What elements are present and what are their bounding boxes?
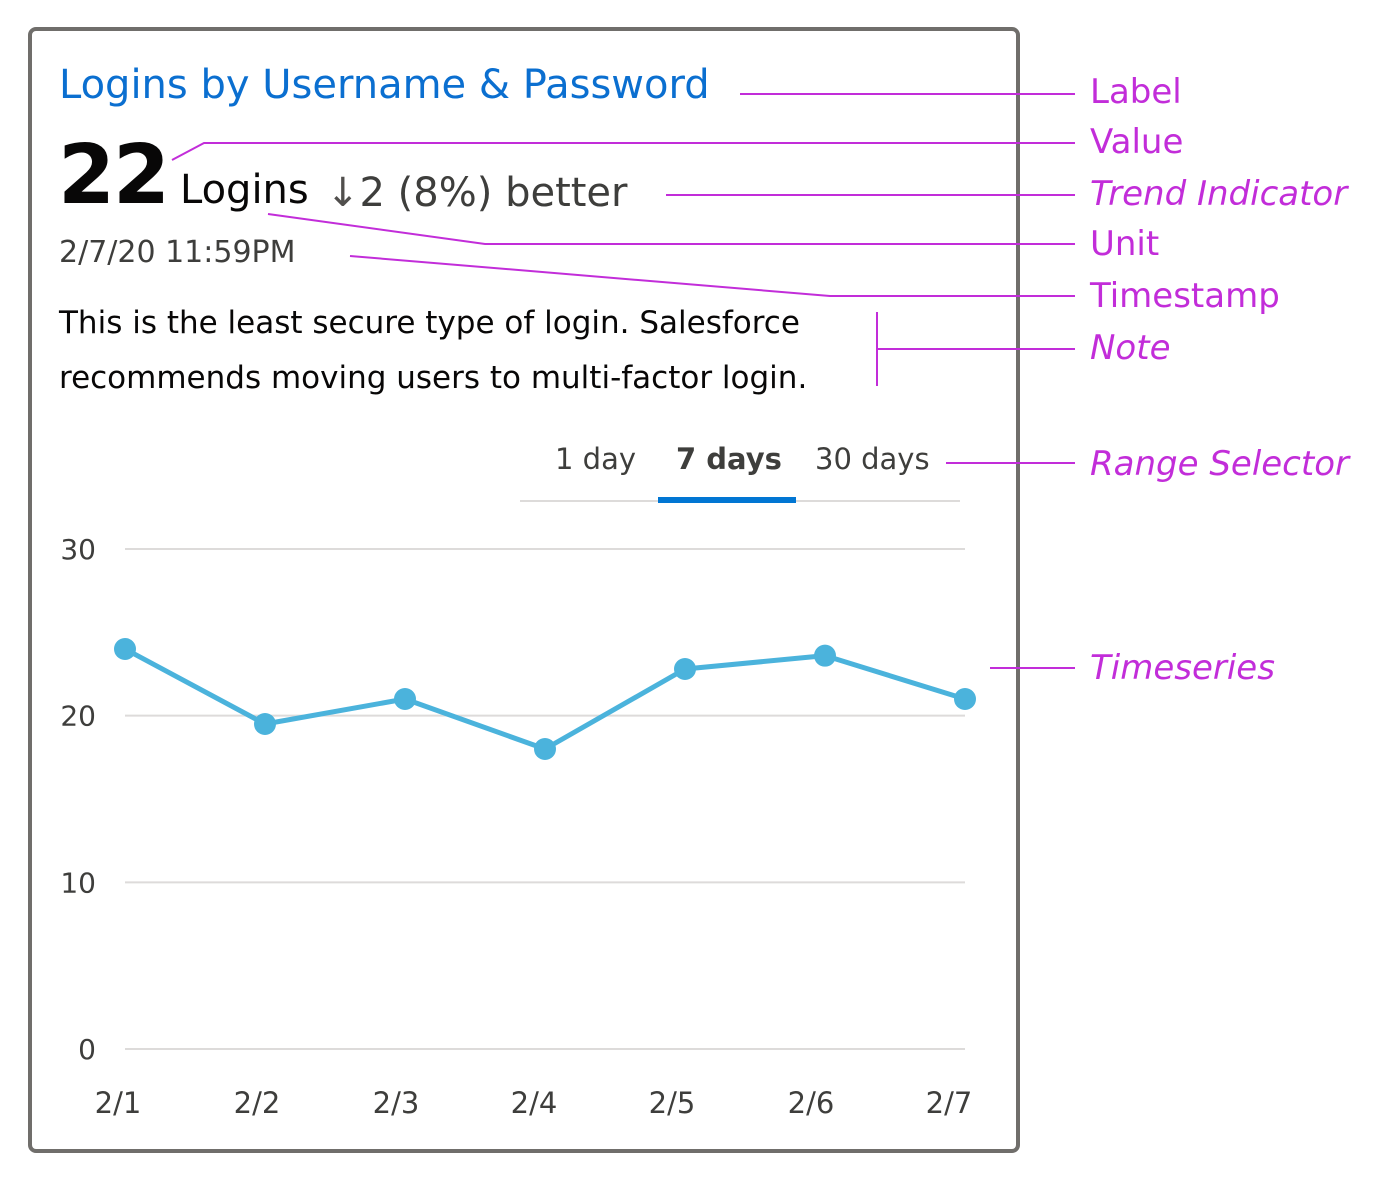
x-tick-label: 2/4 (511, 1086, 558, 1120)
annotation-timestamp: Timestamp (1090, 276, 1280, 316)
trend-text: 2 (8%) better (359, 170, 628, 216)
trend-indicator: ↓2 (8%) better (326, 170, 627, 216)
x-tick-labels: 2/1 2/2 2/3 2/4 2/5 2/6 2/7 (95, 1086, 973, 1120)
data-point[interactable] (394, 688, 416, 710)
x-tick-label: 2/7 (926, 1086, 973, 1120)
y-tick-label: 20 (60, 700, 96, 733)
data-point[interactable] (814, 644, 836, 667)
y-tick-label: 30 (60, 533, 96, 566)
range-selected-indicator (658, 497, 796, 503)
range-option-7-days[interactable]: 7 days (676, 442, 782, 476)
annotation-timeseries: Timeseries (1090, 648, 1275, 688)
metric-card (28, 27, 1020, 1153)
annotation-value: Value (1090, 122, 1184, 162)
x-tick-label: 2/2 (234, 1086, 281, 1120)
y-tick-label: 10 (60, 866, 96, 899)
metric-unit: Logins (180, 167, 309, 213)
note-text: This is the least secure type of login. … (59, 305, 808, 396)
range-option-30-days[interactable]: 30 days (815, 442, 930, 476)
annotation-note: Note (1090, 328, 1171, 368)
data-point[interactable] (534, 738, 556, 760)
y-tick-labels: 0 10 20 30 (60, 533, 96, 1066)
annotation-unit: Unit (1090, 224, 1160, 264)
metric-label: Logins by Username & Password (59, 62, 710, 108)
data-point[interactable] (114, 638, 136, 660)
timestamp: 2/7/20 11:59PM (59, 235, 296, 270)
x-tick-label: 2/1 (95, 1086, 142, 1120)
range-option-1-day[interactable]: 1 day (555, 442, 637, 476)
timeseries (114, 638, 976, 760)
y-tick-label: 0 (78, 1033, 96, 1066)
x-tick-label: 2/5 (649, 1086, 696, 1120)
x-tick-label: 2/3 (373, 1086, 420, 1120)
data-point[interactable] (254, 713, 276, 735)
arrow-down-icon: ↓ (326, 170, 360, 216)
series-line (123, 646, 966, 752)
annotation-label: Label (1090, 72, 1182, 112)
chart-grid (125, 548, 965, 1050)
annotation-trend-indicator: Trend Indicator (1090, 174, 1348, 214)
metric-value: 22 (58, 128, 170, 223)
x-tick-label: 2/6 (788, 1086, 835, 1120)
data-point[interactable] (954, 688, 976, 710)
annotation-range-selector: Range Selector (1090, 444, 1349, 484)
annotation-leaders (171, 93, 1075, 669)
data-point[interactable] (674, 658, 696, 680)
